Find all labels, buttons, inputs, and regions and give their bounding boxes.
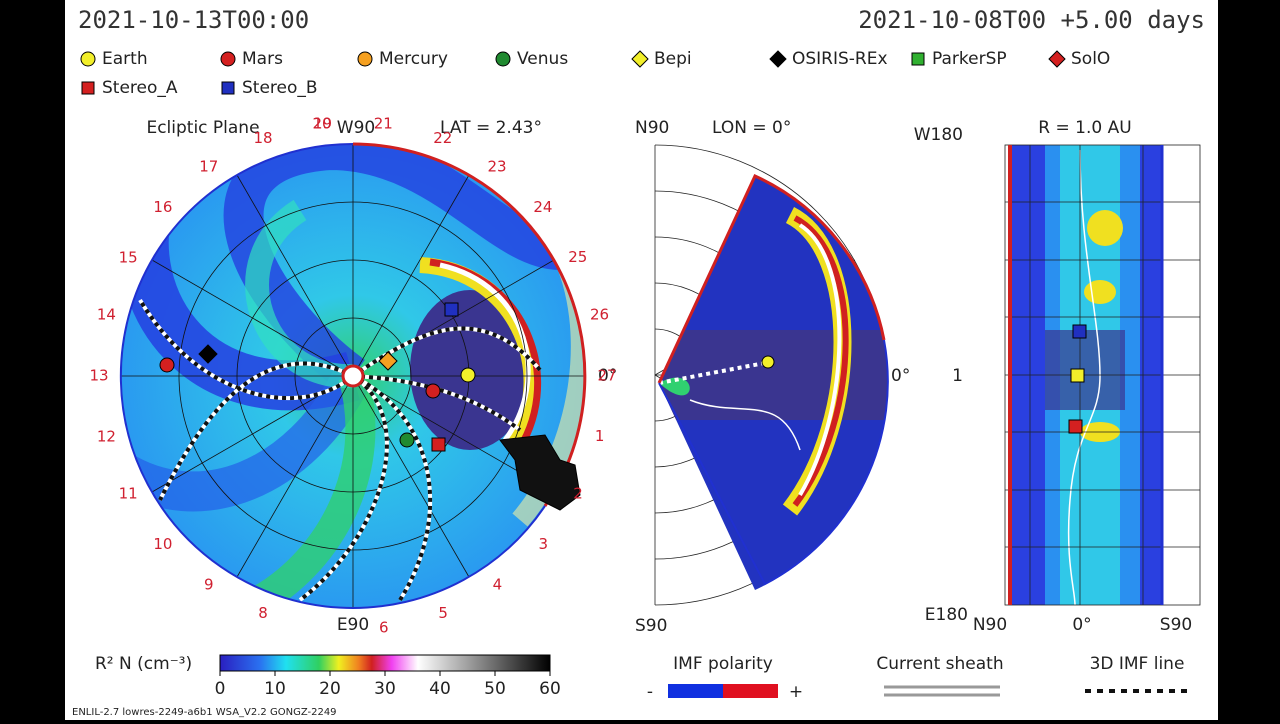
lon-label: LON = 0° bbox=[712, 118, 791, 138]
ecliptic-rim bbox=[119, 143, 546, 609]
legend-label: Stereo_B bbox=[242, 78, 318, 98]
axis-label: 0° bbox=[1072, 615, 1091, 635]
axis-label: 1 bbox=[952, 366, 963, 386]
axis-label: 0° bbox=[598, 366, 617, 386]
axis-label: S90 bbox=[635, 616, 667, 636]
sheath-label: Current sheath bbox=[876, 654, 1003, 674]
legend-marker bbox=[81, 81, 95, 95]
longitude-label: 18 bbox=[253, 129, 272, 147]
longitude-label: 23 bbox=[488, 157, 507, 175]
colorbar-tick-label: 0 bbox=[215, 679, 226, 699]
legend-marker bbox=[631, 50, 649, 68]
legend-marker bbox=[80, 51, 96, 67]
colorbar-tick-label: 10 bbox=[264, 679, 286, 699]
longitude-label: 16 bbox=[153, 198, 172, 216]
colorbar bbox=[219, 654, 551, 672]
legend-label: Mars bbox=[242, 49, 283, 69]
run-label: 2021-10-08T00 +5.00 days bbox=[858, 6, 1205, 34]
longitude-label: 14 bbox=[97, 306, 116, 324]
colorbar-tick-label: 20 bbox=[319, 679, 341, 699]
longitude-label: 4 bbox=[493, 575, 503, 593]
longitude-label: 21 bbox=[374, 114, 393, 132]
longitude-label: 27 bbox=[597, 366, 616, 384]
colorbar-tick-label: 60 bbox=[539, 679, 561, 699]
sheath-sample bbox=[884, 685, 1000, 697]
imf-plus: + bbox=[789, 682, 803, 702]
radial-panel bbox=[1004, 144, 1201, 606]
longitude-label: 25 bbox=[568, 248, 587, 266]
ecliptic-rim bbox=[352, 142, 587, 507]
legend-label: SolO bbox=[1071, 49, 1110, 69]
longitude-label: 20 bbox=[312, 114, 331, 132]
longitude-label: 22 bbox=[433, 129, 452, 147]
legend-marker bbox=[911, 52, 925, 66]
field-lines bbox=[138, 298, 542, 602]
colorbar-tick-label: 50 bbox=[484, 679, 506, 699]
axis-label: W90 bbox=[337, 118, 375, 138]
legend-marker bbox=[357, 51, 373, 67]
longitude-label: 3 bbox=[538, 535, 548, 553]
legend-label: Mercury bbox=[379, 49, 448, 69]
legend-label: ParkerSP bbox=[932, 49, 1007, 69]
imf-positive bbox=[723, 684, 778, 698]
longitude-label: 2 bbox=[573, 484, 583, 502]
imf-minus: - bbox=[647, 682, 653, 702]
legend-label: Earth bbox=[102, 49, 148, 69]
legend-label: OSIRIS-REx bbox=[792, 49, 888, 69]
longitude-label: 26 bbox=[590, 305, 609, 323]
longitude-label: 9 bbox=[204, 576, 214, 594]
legend-label: Venus bbox=[517, 49, 568, 69]
axis-label: W180 bbox=[914, 125, 963, 145]
longitude-label: 12 bbox=[97, 427, 116, 445]
axis-label: 0° bbox=[891, 366, 910, 386]
longitude-label: 15 bbox=[119, 248, 138, 266]
time-label: 2021-10-13T00:00 bbox=[78, 6, 309, 34]
footer: ENLIL-2.7 lowres-2249-a6b1 WSA_V2.2 GONG… bbox=[72, 707, 337, 718]
axis-label: E180 bbox=[925, 605, 968, 625]
legend-label: Bepi bbox=[654, 49, 692, 69]
axis-label: E90 bbox=[337, 615, 369, 635]
imf-title: IMF polarity bbox=[673, 654, 773, 674]
axis-label: S90 bbox=[1160, 615, 1192, 635]
colorbar-tick-label: 40 bbox=[429, 679, 451, 699]
longitude-label: 13 bbox=[89, 367, 108, 385]
longitude-label: 10 bbox=[153, 535, 172, 553]
legend-marker bbox=[769, 50, 787, 68]
colorbar-tick-label: 30 bbox=[374, 679, 396, 699]
axis-label: N90 bbox=[635, 118, 669, 138]
legend-marker bbox=[221, 81, 235, 95]
longitude-label: 6 bbox=[379, 619, 389, 637]
longitude-label: 17 bbox=[199, 157, 218, 175]
colorbar-title: R² N (cm⁻³) bbox=[95, 654, 192, 674]
imf-negative bbox=[668, 684, 723, 698]
longitude-label: 11 bbox=[119, 485, 138, 503]
panel-title: Ecliptic Plane bbox=[146, 118, 259, 138]
longitude-label: 8 bbox=[258, 604, 268, 622]
axis-label: N90 bbox=[973, 615, 1007, 635]
imf-line-label: 3D IMF line bbox=[1090, 654, 1185, 674]
bodies bbox=[159, 302, 581, 511]
legend-marker bbox=[220, 51, 236, 67]
legend-label: Stereo_A bbox=[102, 78, 178, 98]
legend-marker bbox=[495, 51, 511, 67]
longitude-label: 5 bbox=[438, 604, 448, 622]
panel-title: R = 1.0 AU bbox=[1038, 118, 1131, 138]
longitude-label: 1 bbox=[595, 427, 605, 445]
longitude-label: 24 bbox=[533, 198, 552, 216]
longitude-label: 19 bbox=[313, 114, 332, 132]
lat-label: LAT = 2.43° bbox=[440, 118, 542, 138]
legend-marker bbox=[1048, 50, 1066, 68]
